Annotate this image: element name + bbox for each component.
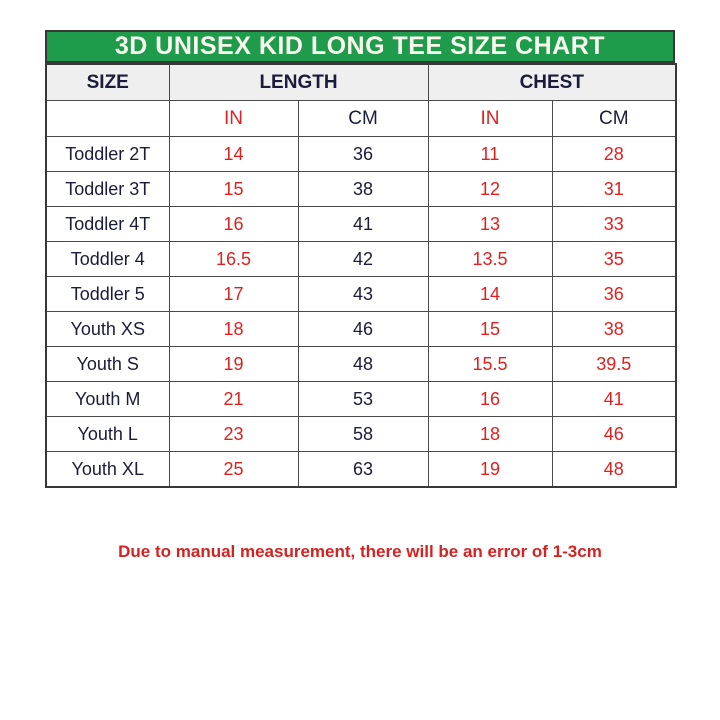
chest-in-value: 15 <box>427 311 553 347</box>
chest-cm-value: 28 <box>551 136 677 172</box>
length-in-value: 21 <box>168 381 299 417</box>
size-label: Toddler 5 <box>45 276 170 312</box>
table-row: Toddler 4T 16 41 13 33 <box>45 206 677 242</box>
size-label: Youth XS <box>45 311 170 347</box>
chest-in-value: 15.5 <box>427 346 553 382</box>
size-label: Youth M <box>45 381 170 417</box>
length-in-value: 18 <box>168 311 299 347</box>
table-row: Toddler 5 17 43 14 36 <box>45 276 677 312</box>
length-in-value: 16.5 <box>168 241 299 277</box>
chest-in-value: 19 <box>427 451 553 488</box>
length-cm-value: 63 <box>297 451 429 488</box>
size-label: Toddler 3T <box>45 171 170 207</box>
chest-cm-value: 35 <box>551 241 677 277</box>
chest-in-value: 12 <box>427 171 553 207</box>
table-row: Youth XS 18 46 15 38 <box>45 311 677 347</box>
chest-in-value: 13.5 <box>427 241 553 277</box>
chest-cm-value: 33 <box>551 206 677 242</box>
length-in-value: 23 <box>168 416 299 452</box>
length-cm-value: 38 <box>297 171 429 207</box>
chest-in-value: 16 <box>427 381 553 417</box>
unit-header-chest-in: IN <box>427 100 553 137</box>
chest-in-value: 14 <box>427 276 553 312</box>
size-label: Toddler 4 <box>45 241 170 277</box>
table-row: Youth S 19 48 15.5 39.5 <box>45 346 677 382</box>
unit-header-length-in: IN <box>168 100 299 137</box>
chest-in-value: 18 <box>427 416 553 452</box>
size-label: Youth S <box>45 346 170 382</box>
length-cm-value: 48 <box>297 346 429 382</box>
size-table: SIZE LENGTH CHEST IN CM IN CM Toddler 2T… <box>45 63 678 488</box>
unit-header-empty <box>45 100 170 137</box>
table-row: Toddler 4 16.5 42 13.5 35 <box>45 241 677 277</box>
group-header-row: SIZE LENGTH CHEST <box>45 63 677 101</box>
unit-header-length-cm: CM <box>297 100 429 137</box>
size-label: Toddler 4T <box>45 206 170 242</box>
table-row: Toddler 3T 15 38 12 31 <box>45 171 677 207</box>
col-header-length: LENGTH <box>168 63 429 101</box>
length-cm-value: 36 <box>297 136 429 172</box>
unit-header-row: IN CM IN CM <box>45 100 677 137</box>
length-cm-value: 43 <box>297 276 429 312</box>
table-row: Youth M 21 53 16 41 <box>45 381 677 417</box>
length-in-value: 14 <box>168 136 299 172</box>
unit-header-chest-cm: CM <box>551 100 677 137</box>
table-row: Youth L 23 58 18 46 <box>45 416 677 452</box>
chest-cm-value: 36 <box>551 276 677 312</box>
length-cm-value: 46 <box>297 311 429 347</box>
chest-in-value: 13 <box>427 206 553 242</box>
measurement-note: Due to manual measurement, there will be… <box>118 542 602 561</box>
length-in-value: 17 <box>168 276 299 312</box>
col-header-chest: CHEST <box>427 63 677 101</box>
chest-cm-value: 39.5 <box>551 346 677 382</box>
length-in-value: 15 <box>168 171 299 207</box>
chart-title: 3D UNISEX KID LONG TEE SIZE CHART <box>114 32 606 60</box>
chest-cm-value: 48 <box>551 451 677 488</box>
chest-cm-value: 46 <box>551 416 677 452</box>
length-in-value: 25 <box>168 451 299 488</box>
table-row: Youth XL 25 63 19 48 <box>45 451 677 488</box>
length-cm-value: 53 <box>297 381 429 417</box>
length-in-value: 16 <box>168 206 299 242</box>
size-label: Youth L <box>45 416 170 452</box>
chest-cm-value: 31 <box>551 171 677 207</box>
chest-in-value: 11 <box>427 136 553 172</box>
size-label: Toddler 2T <box>45 136 170 172</box>
col-header-size: SIZE <box>45 63 170 101</box>
length-cm-value: 58 <box>297 416 429 452</box>
length-cm-value: 41 <box>297 206 429 242</box>
chest-cm-value: 41 <box>551 381 677 417</box>
chart-title-bar: 3D UNISEX KID LONG TEE SIZE CHART <box>45 30 675 63</box>
size-chart: 3D UNISEX KID LONG TEE SIZE CHART SIZE L… <box>45 30 678 488</box>
chest-cm-value: 38 <box>551 311 677 347</box>
size-label: Youth XL <box>45 451 170 488</box>
length-in-value: 19 <box>168 346 299 382</box>
table-row: Toddler 2T 14 36 11 28 <box>45 136 677 172</box>
length-cm-value: 42 <box>297 241 429 277</box>
